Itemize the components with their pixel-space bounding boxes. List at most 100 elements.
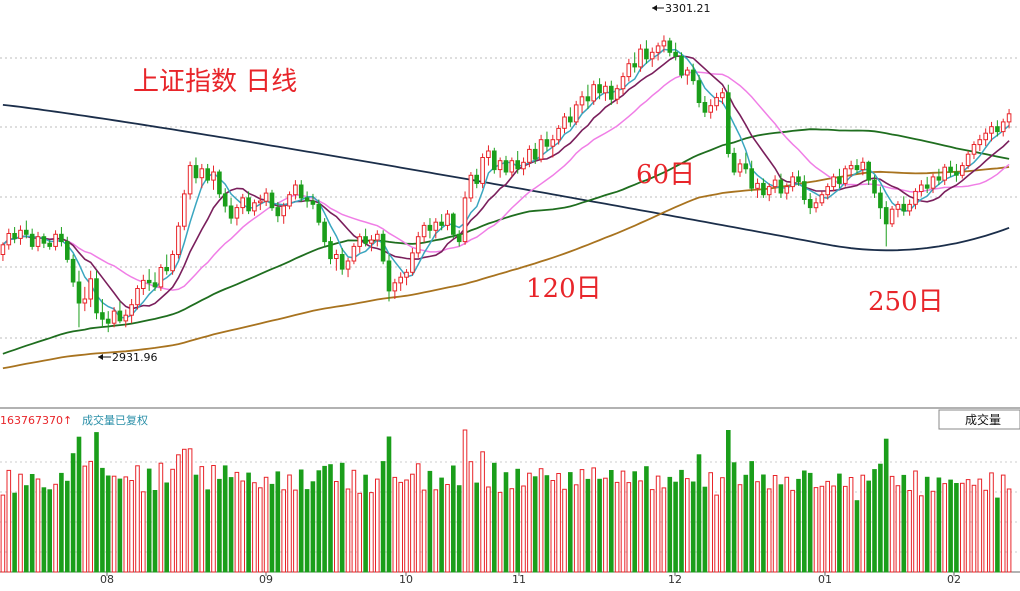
candle-up	[199, 168, 205, 179]
volume-bar-up	[398, 481, 403, 573]
volume-bar-up	[293, 489, 298, 573]
volume-bar-up	[831, 485, 836, 573]
candle-up	[398, 276, 403, 284]
candle-up	[375, 233, 380, 241]
volume-bar-up	[445, 484, 450, 573]
ma20-line	[2, 71, 1010, 291]
candle-down	[731, 152, 737, 173]
volume-bar-up	[649, 489, 655, 573]
candle-down	[328, 241, 333, 260]
candle-down	[995, 126, 1000, 133]
candle-down	[778, 179, 784, 194]
candle-down	[427, 224, 433, 231]
volume-bar-up	[562, 488, 567, 573]
volume-bar-down	[59, 472, 64, 573]
candle-up	[415, 236, 421, 254]
volume-bar-up	[281, 489, 286, 573]
candle-up	[240, 197, 245, 209]
volume-bar-up	[1000, 474, 1006, 573]
volume-bar-up	[123, 476, 129, 573]
candle-up	[737, 163, 743, 173]
candle-up	[351, 245, 357, 262]
volume-bar-up	[527, 472, 532, 573]
volume-bar-down	[24, 485, 29, 573]
candle-up	[462, 197, 468, 243]
candle-down	[152, 282, 158, 288]
chart-title: 上证指数 日线	[133, 67, 297, 97]
candle-up	[1006, 113, 1012, 123]
candle-down	[228, 205, 234, 219]
low-annotation: 2931.96	[98, 351, 158, 364]
volume-bar-up	[497, 491, 503, 573]
volume-bar-down	[298, 469, 304, 573]
volume-bar-down	[222, 465, 228, 573]
candle-up	[562, 116, 567, 129]
candle-up	[281, 205, 286, 217]
x-tick-02: 02	[947, 573, 961, 586]
candle-up	[53, 233, 58, 247]
volume-bar-up	[82, 465, 88, 573]
candle-up	[410, 252, 415, 273]
volume-bar-down	[474, 482, 479, 573]
volume-bar-up	[960, 482, 965, 573]
volume-bar-down	[568, 472, 573, 573]
volume-bar-down	[702, 486, 708, 573]
volume-bar-up	[404, 479, 409, 573]
volume-bar-up	[550, 480, 556, 573]
volume-bar-down	[205, 489, 210, 573]
candle-up	[983, 132, 989, 141]
candle-up	[930, 176, 936, 189]
candle-up	[825, 186, 831, 196]
volume-bar-up	[860, 474, 866, 573]
candle-down	[796, 176, 801, 183]
candle-up	[591, 84, 597, 102]
candle-down	[59, 233, 64, 243]
volume-bar-down	[644, 466, 649, 573]
candle-down	[690, 69, 696, 82]
volume-button[interactable]: 成交量	[938, 409, 1020, 430]
volume-bar-up	[825, 480, 831, 573]
candle-down	[954, 171, 959, 176]
candle-up	[649, 51, 655, 60]
candle-down	[193, 165, 199, 179]
volume-bar-up	[53, 483, 58, 573]
volume-bar-down	[310, 481, 316, 573]
volume-bar-up	[685, 478, 690, 573]
volume-bar-up	[591, 467, 597, 573]
volume-bar-up	[234, 471, 240, 573]
volume-bar-up	[375, 478, 380, 573]
volume-bar-up	[111, 475, 117, 573]
candle-down	[47, 242, 53, 247]
candle-down	[872, 179, 877, 194]
volume-bar-down	[439, 477, 444, 573]
volume-bar-up	[35, 478, 41, 573]
volume-bar-down	[47, 489, 53, 573]
volume-bar-up	[913, 470, 918, 573]
candle-down	[667, 40, 673, 53]
candle-down	[164, 267, 169, 272]
candle-down	[679, 55, 684, 76]
candle-down	[304, 197, 310, 202]
volume-bar-down	[807, 472, 813, 573]
volume-bar-down	[94, 432, 99, 573]
volume-bar-up	[392, 476, 398, 573]
volume-bar-down	[328, 464, 333, 573]
candle-up	[211, 171, 216, 181]
candle-up	[720, 92, 725, 99]
volume-bar-up	[351, 469, 357, 573]
candle-down	[439, 221, 444, 226]
volume-bar-up	[1006, 488, 1012, 573]
volume-bar-down	[492, 462, 497, 573]
volume-button-frame[interactable]	[938, 409, 1020, 430]
volume-bar-down	[12, 492, 17, 573]
volume-bar-up	[369, 492, 374, 573]
candle-down	[597, 84, 602, 94]
volume-bar-up	[433, 489, 439, 573]
candle-down	[632, 63, 638, 68]
volume-bar-down	[597, 478, 602, 573]
volume-bar-up	[579, 469, 585, 573]
volume-bar-down	[936, 477, 942, 573]
volume-button-label[interactable]: 成交量	[965, 412, 1001, 427]
candle-down	[854, 165, 860, 171]
